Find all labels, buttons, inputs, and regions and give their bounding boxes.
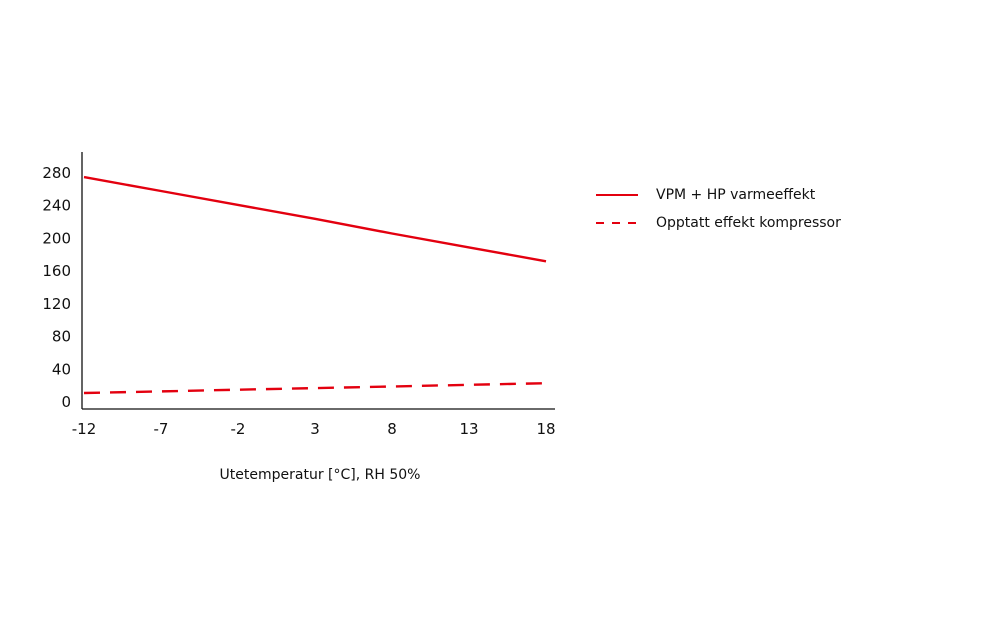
x-tick-labels: -12 -7 -2 3 8 13 18 (72, 420, 556, 438)
y-tick-labels: 0 40 80 120 160 200 240 280 (42, 164, 71, 411)
y-tick-label: 120 (42, 295, 71, 313)
series-line-1 (83, 175, 547, 263)
x-tick-label: -12 (72, 420, 97, 438)
legend: VPM + HP varmeeffekt Opptatt effekt kompr… (596, 187, 841, 231)
x-tick-label: -2 (231, 420, 246, 438)
y-tick-label: 80 (52, 328, 71, 346)
x-tick-label: 3 (310, 420, 320, 438)
y-tick-label: 280 (42, 164, 71, 182)
y-tick-label: 240 (42, 197, 71, 215)
x-tick-label: 13 (459, 420, 478, 438)
y-tick-label: 40 (52, 360, 71, 378)
legend-label-2: Opptatt effekt kompressor (656, 215, 841, 231)
y-tick-label: 200 (42, 229, 71, 247)
y-tick-label: 0 (61, 393, 71, 411)
series-line-2 (83, 382, 547, 395)
axes (81, 152, 555, 410)
y-tick-label: 160 (42, 262, 71, 280)
x-tick-label: 8 (387, 420, 397, 438)
x-tick-label: 18 (536, 420, 555, 438)
legend-label-1: VPM + HP varmeeffekt (656, 187, 816, 203)
x-axis-label: Utetemperatur [°C], RH 50% (220, 467, 421, 483)
series-lines (83, 175, 547, 395)
x-tick-label: -7 (154, 420, 169, 438)
